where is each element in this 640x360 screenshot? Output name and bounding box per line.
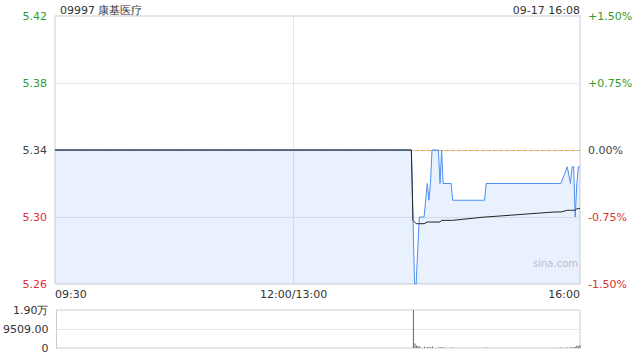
svg-text:5.26: 5.26 bbox=[23, 278, 48, 291]
svg-text:0: 0 bbox=[41, 342, 48, 355]
svg-text:5.30: 5.30 bbox=[23, 211, 48, 224]
svg-text:-1.50%: -1.50% bbox=[588, 278, 627, 291]
svg-text:09:30: 09:30 bbox=[55, 288, 87, 301]
svg-text:5.34: 5.34 bbox=[23, 144, 48, 157]
svg-text:+0.75%: +0.75% bbox=[588, 77, 632, 90]
svg-text:0.00%: 0.00% bbox=[588, 144, 623, 157]
svg-text:5.42: 5.42 bbox=[23, 10, 48, 23]
svg-text:12:00/13:00: 12:00/13:00 bbox=[260, 288, 327, 301]
svg-text:-0.75%: -0.75% bbox=[588, 211, 627, 224]
svg-text:09997 康基医疗: 09997 康基医疗 bbox=[60, 4, 143, 17]
svg-text:09-17 16:08: 09-17 16:08 bbox=[513, 4, 580, 17]
svg-text:+1.50%: +1.50% bbox=[588, 10, 632, 23]
svg-text:9509.00: 9509.00 bbox=[3, 323, 49, 336]
svg-text:16:00: 16:00 bbox=[548, 288, 580, 301]
svg-text:5.38: 5.38 bbox=[23, 77, 48, 90]
svg-text:1.90万: 1.90万 bbox=[13, 304, 49, 317]
